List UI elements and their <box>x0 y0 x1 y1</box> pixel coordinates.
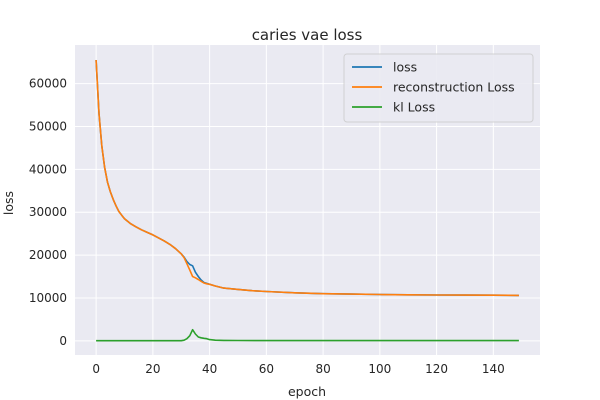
y-axis-ticks: 0 10000 20000 30000 40000 50000 60000 <box>29 77 67 348</box>
series-lines <box>95 59 519 342</box>
chart-title: caries vae loss <box>252 26 363 44</box>
y-tick-label: 0 <box>59 334 67 348</box>
y-tick-label: 50000 <box>29 119 67 133</box>
series-line-reconstruction-loss <box>95 59 519 297</box>
x-tick-label: 120 <box>425 362 448 376</box>
x-tick-label: 60 <box>259 362 274 376</box>
series-line-kl-loss <box>96 328 519 342</box>
x-tick-label: 20 <box>145 362 160 376</box>
x-tick-label: 140 <box>482 362 505 376</box>
legend-label-reconstruction-loss: reconstruction Loss <box>393 80 515 95</box>
x-axis-ticks: 0 20 40 60 80 100 120 140 <box>92 362 504 376</box>
y-tick-label: 10000 <box>29 291 67 305</box>
legend-box <box>343 53 534 123</box>
x-tick-label: 80 <box>315 362 330 376</box>
x-axis-label: epoch <box>288 384 326 399</box>
legend-label-kl-loss: kl Loss <box>393 100 435 115</box>
y-tick-label: 20000 <box>29 248 67 262</box>
y-tick-label: 60000 <box>29 77 67 91</box>
legend-label-loss: loss <box>393 60 417 75</box>
x-tick-label: 40 <box>202 362 217 376</box>
y-tick-label: 30000 <box>29 205 67 219</box>
y-axis-label: loss <box>1 191 16 215</box>
y-tick-label: 40000 <box>29 162 67 176</box>
x-tick-label: 100 <box>368 362 391 376</box>
legend: loss reconstruction Loss kl Loss <box>343 53 534 123</box>
x-tick-label: 0 <box>92 362 100 376</box>
